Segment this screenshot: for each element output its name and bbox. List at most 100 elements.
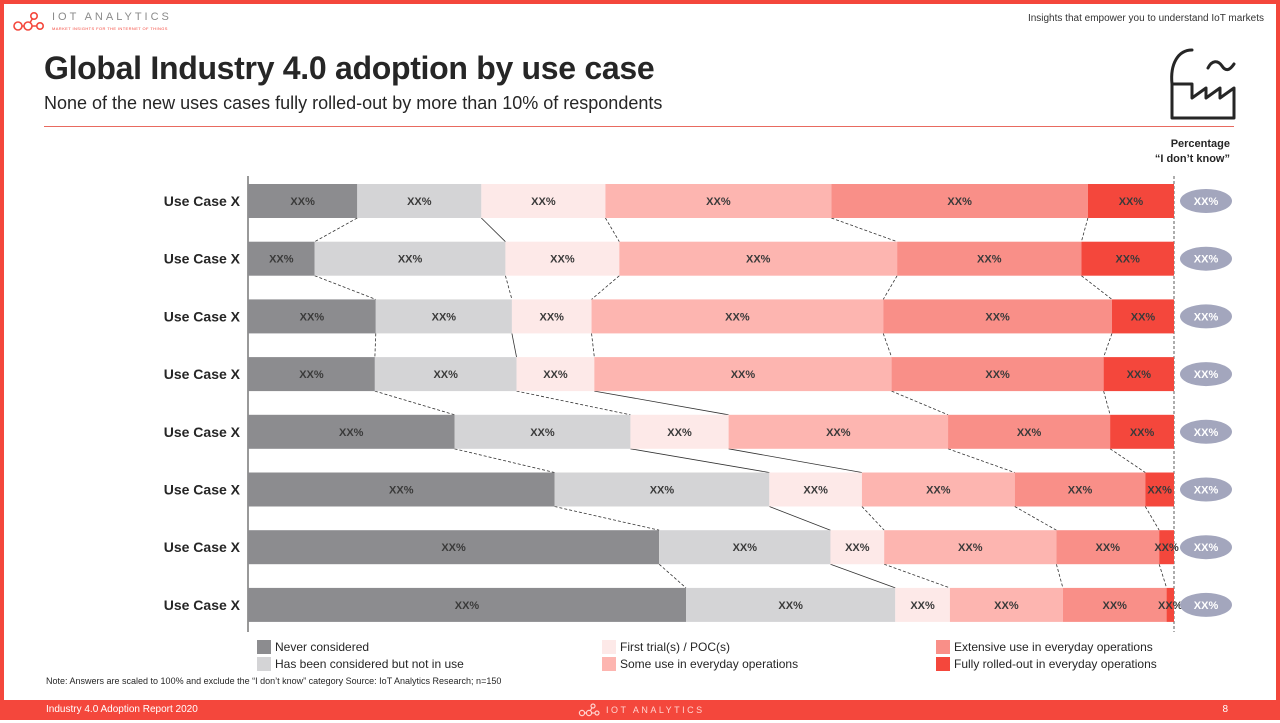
data-label: XX% (706, 196, 731, 208)
connector-line (591, 333, 595, 358)
network-nodes-icon (13, 11, 44, 31)
category-label: Use Case X (164, 193, 241, 209)
bar-segment (505, 241, 620, 276)
title-divider (44, 126, 1234, 127)
data-label: XX% (441, 542, 466, 554)
right-border (1276, 0, 1280, 720)
bar-segment (481, 184, 606, 218)
bar-segment (248, 414, 455, 449)
data-label: XX% (389, 485, 414, 497)
dont-know-pill (1180, 189, 1232, 213)
data-label: XX% (778, 600, 803, 612)
bar-segment (831, 184, 1088, 218)
iot-analytics-logo: IOT ANALYTICS MARKET INSIGHTS FOR THE IN… (12, 10, 202, 36)
data-label: XX% (947, 196, 972, 208)
dont-know-value: XX% (1194, 485, 1219, 497)
chart-legend: Never considered Has been considered but… (0, 638, 1280, 678)
page-number: 8 (1222, 704, 1228, 715)
bar-segment (1062, 587, 1167, 622)
dont-know-pill (1180, 304, 1232, 329)
bar-segment (594, 357, 892, 392)
data-label: XX% (994, 600, 1019, 612)
bar-segment (1056, 530, 1160, 565)
dont-know-pill (1180, 535, 1232, 560)
connector-line (1144, 506, 1160, 531)
data-label: XX% (543, 369, 568, 381)
bar-segment (454, 414, 631, 449)
category-label: Use Case X (164, 366, 241, 382)
dont-know-pill (1180, 419, 1232, 444)
data-label: XX% (746, 254, 771, 266)
connector-line (884, 563, 951, 589)
connector-line (831, 217, 898, 243)
data-label: XX% (958, 542, 983, 554)
data-label: XX% (531, 196, 556, 208)
data-label: XX% (550, 254, 575, 266)
connector-line (658, 563, 687, 589)
bar-segment (1014, 472, 1146, 507)
bar-segment (554, 472, 770, 507)
bar-segment (728, 414, 949, 449)
dont-know-pill (1180, 477, 1232, 502)
bar-segment (248, 587, 686, 622)
bar-segment (619, 241, 898, 276)
dont-know-value: XX% (1194, 196, 1219, 208)
footer-logo-text: IOT ANALYTICS (606, 705, 705, 715)
data-label: XX% (667, 427, 692, 439)
legend-label: First trial(s) / POC(s) (620, 640, 730, 654)
bar-segment (1087, 184, 1174, 218)
dont-know-pill (1180, 362, 1232, 387)
bar-segment (830, 530, 885, 565)
footer-logo: IOT ANALYTICS (578, 702, 702, 718)
dont-know-pill (1180, 592, 1232, 617)
connector-line (891, 390, 949, 416)
top-border (0, 0, 1280, 4)
legend-label: Never considered (275, 640, 370, 654)
category-label: Use Case X (164, 539, 241, 555)
legend-swatch (257, 657, 271, 671)
bar-segment (949, 587, 1063, 622)
connector-line (1056, 564, 1064, 589)
data-label: XX% (1103, 600, 1128, 612)
data-label: XX% (398, 254, 423, 266)
connector-line (505, 275, 513, 300)
page-subtitle: None of the new uses cases fully rolled-… (44, 93, 663, 113)
bar-segment (374, 357, 517, 392)
connector-line (511, 333, 517, 358)
data-label: XX% (269, 254, 294, 266)
footer-network-icon (578, 703, 600, 717)
factory-icon (1170, 48, 1236, 120)
bar-segment (248, 530, 660, 565)
bar-segment (248, 357, 375, 392)
data-label: XX% (530, 427, 555, 439)
bar-segment (1103, 357, 1174, 392)
dont-know-header: Percentage “I don’t know” (1136, 137, 1230, 167)
data-label: XX% (1017, 427, 1042, 439)
connector-line (1158, 564, 1167, 589)
data-label: XX% (985, 369, 1010, 381)
connector-line (1103, 390, 1111, 415)
bar-segment (248, 241, 315, 276)
source-note: Note: Answers are scaled to 100% and exc… (46, 676, 502, 686)
data-label: XX% (1068, 485, 1093, 497)
data-label: XX% (650, 485, 675, 497)
bar-segment (897, 241, 1082, 276)
logo-text: IOT ANALYTICS (52, 11, 172, 23)
footer-bar: Industry 4.0 Adoption Report 2020 IOT AN… (0, 700, 1280, 720)
connector-line (882, 275, 898, 300)
data-label: XX% (1154, 542, 1179, 554)
left-border (0, 0, 4, 720)
bar-segment (248, 184, 358, 218)
data-label: XX% (985, 311, 1010, 323)
connector-line (882, 333, 892, 358)
data-label: XX% (926, 485, 951, 497)
data-label: XX% (300, 311, 325, 323)
connector-line (314, 217, 358, 243)
dont-know-value: XX% (1194, 254, 1219, 266)
legend-swatch (936, 657, 950, 671)
connector-line (830, 563, 896, 589)
category-label: Use Case X (164, 424, 241, 440)
connector-line (374, 333, 377, 358)
connector-line (554, 506, 660, 531)
bar-segment (769, 472, 862, 507)
